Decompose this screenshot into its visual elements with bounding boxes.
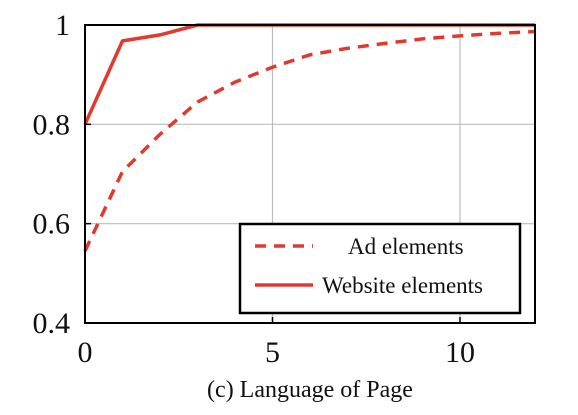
legend-box — [238, 222, 522, 315]
plot-area-frame — [84, 24, 536, 324]
axis-ticks: 0 5 10 0.4 0.6 0.8 1 — [33, 9, 476, 369]
x-tick-label: 10 — [445, 336, 475, 369]
y-tick-label: 1 — [55, 9, 70, 42]
x-tick-label: 0 — [78, 336, 93, 369]
y-tick-label: 0.6 — [33, 208, 71, 241]
legend: Ad elements Website elements — [238, 222, 522, 315]
figure-caption: (c) Language of Page — [207, 377, 413, 403]
y-tick-label: 0.4 — [33, 307, 71, 340]
x-tick-label: 5 — [265, 336, 280, 369]
series-line-ad-elements — [83, 29, 536, 252]
legend-label-website-elements: Website elements — [322, 273, 483, 298]
legend-label-ad-elements: Ad elements — [348, 234, 464, 259]
series-lines — [83, 23, 536, 252]
y-tick-label: 0.8 — [33, 108, 71, 141]
series-line-website-elements — [83, 23, 535, 126]
